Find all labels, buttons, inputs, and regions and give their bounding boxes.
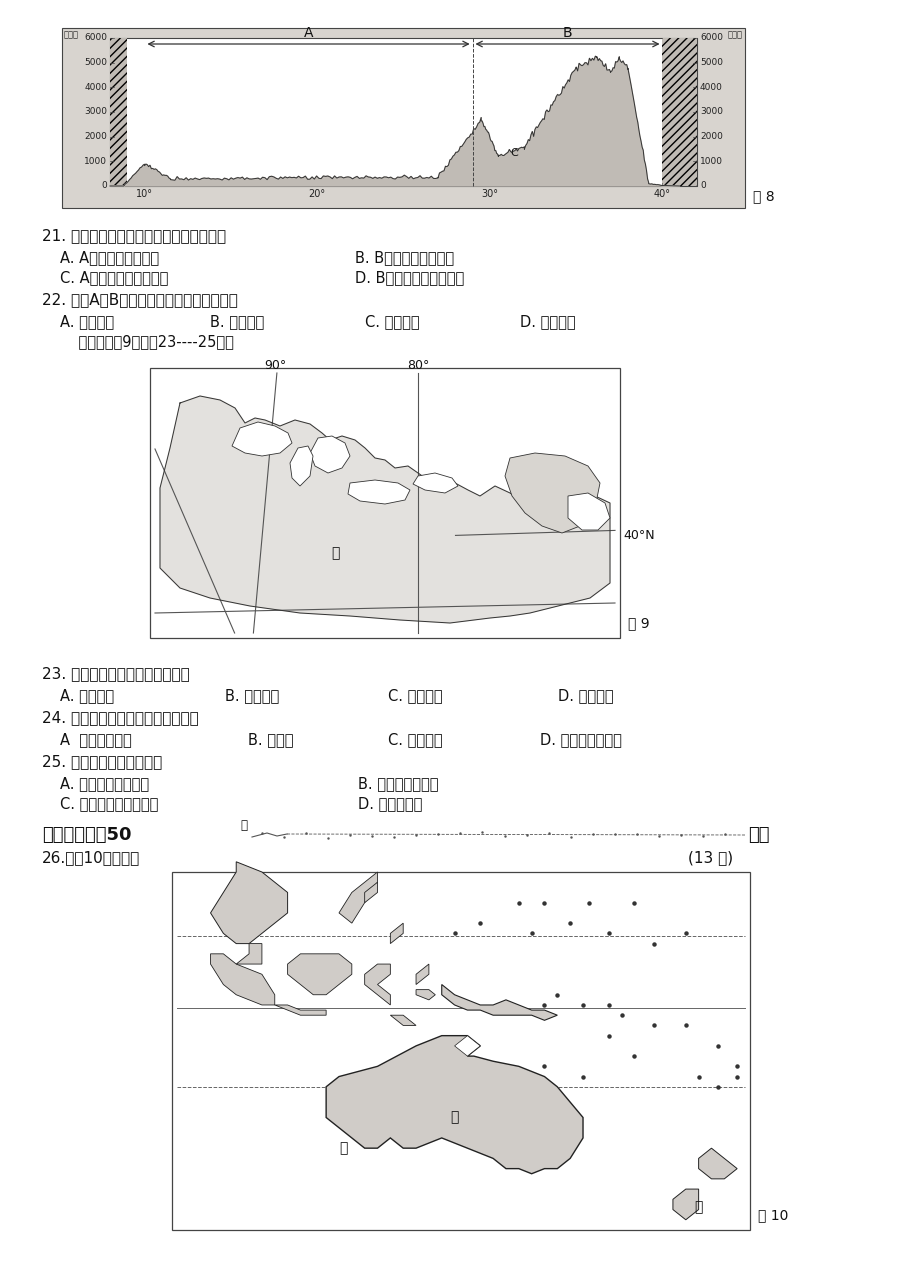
Text: (13 分): (13 分) [687, 850, 732, 865]
Bar [662, 38, 697, 186]
Text: D. 内力作用: D. 内力作用 [558, 688, 613, 703]
Bar [172, 871, 749, 1229]
Text: 3000: 3000 [699, 107, 722, 116]
Text: A  商品谷物农业: A 商品谷物农业 [60, 733, 131, 747]
Bar [110, 38, 127, 186]
Polygon shape [288, 954, 351, 995]
Text: 6000: 6000 [84, 33, 107, 42]
Text: 2000: 2000 [699, 132, 722, 141]
Text: （米）: （米） [727, 31, 743, 39]
Text: 0: 0 [699, 181, 705, 191]
Text: B: B [562, 25, 572, 39]
Text: 26.读图10，回答：: 26.读图10，回答： [42, 850, 140, 865]
Polygon shape [505, 454, 599, 533]
Bar [62, 28, 744, 208]
Text: 21. 有关剖面沿线景观的叙述，正确的是：: 21. 有关剖面沿线景观的叙述，正确的是： [42, 228, 226, 243]
Text: 20°: 20° [308, 189, 325, 199]
Text: B. B处为热带草原景观: B. B处为热带草原景观 [355, 250, 454, 265]
Text: 24. 甲地区的主要的农业地域类型是: 24. 甲地区的主要的农业地域类型是 [42, 710, 199, 725]
Text: 读某区域图9，回答23----25题。: 读某区域图9，回答23----25题。 [60, 334, 233, 349]
Polygon shape [325, 1036, 583, 1173]
Polygon shape [454, 1036, 480, 1056]
Text: A. 温带落叶阔叶林带: A. 温带落叶阔叶林带 [60, 776, 149, 791]
Polygon shape [210, 861, 288, 944]
Polygon shape [289, 446, 312, 485]
Polygon shape [698, 1148, 736, 1178]
Text: 6000: 6000 [699, 33, 722, 42]
Text: 5000: 5000 [699, 59, 722, 68]
Text: 40°N: 40°N [622, 529, 654, 541]
Text: 丙: 丙 [450, 1111, 459, 1125]
Polygon shape [347, 480, 410, 505]
Text: 10°: 10° [136, 189, 153, 199]
Text: 80°: 80° [406, 359, 428, 372]
Text: 1000: 1000 [84, 157, 107, 166]
Text: 图 9: 图 9 [628, 617, 649, 631]
Text: 3000: 3000 [84, 107, 107, 116]
Text: 22. 导致A、B两处景观不同的根本原因是：: 22. 导致A、B两处景观不同的根本原因是： [42, 292, 238, 307]
Text: 甲: 甲 [331, 547, 339, 561]
Text: C: C [509, 149, 517, 158]
Text: 图 8: 图 8 [752, 189, 774, 203]
Polygon shape [310, 436, 349, 473]
Text: 23. 影响该区域湖泊的形成因素是: 23. 影响该区域湖泊的形成因素是 [42, 666, 189, 682]
Polygon shape [236, 944, 262, 964]
Bar [150, 368, 619, 638]
Text: 30°: 30° [481, 189, 498, 199]
Polygon shape [275, 1005, 325, 1015]
Polygon shape [390, 924, 403, 944]
Polygon shape [364, 964, 390, 1005]
Text: 1000: 1000 [699, 157, 722, 166]
Polygon shape [415, 990, 435, 1000]
Text: 25. 甲地区主要的自然带是: 25. 甲地区主要的自然带是 [42, 754, 162, 769]
Text: C. 冰川作用: C. 冰川作用 [388, 688, 442, 703]
Text: D. 温带荒漠带: D. 温带荒漠带 [357, 796, 422, 812]
Bar [110, 38, 697, 186]
Polygon shape [415, 964, 428, 985]
Text: D. B处自然带谱比较单一: D. B处自然带谱比较单一 [355, 270, 464, 285]
Text: B. 乳畜业: B. 乳畜业 [248, 733, 293, 747]
Polygon shape [364, 882, 377, 903]
Polygon shape [210, 954, 275, 1005]
Text: 4000: 4000 [84, 83, 107, 92]
Polygon shape [390, 1015, 415, 1026]
Text: A. 地形地势: A. 地形地势 [60, 313, 114, 329]
Text: 甲: 甲 [240, 819, 246, 832]
Text: D. 热带种植园农业: D. 热带种植园农业 [539, 733, 621, 747]
Text: C. 亚热带常绿阔叶林带: C. 亚热带常绿阔叶林带 [60, 796, 158, 812]
Polygon shape [338, 871, 377, 924]
Text: 5000: 5000 [84, 59, 107, 68]
Text: B. 海陆位置: B. 海陆位置 [210, 313, 264, 329]
Polygon shape [567, 493, 609, 530]
Text: （米）: （米） [64, 31, 79, 39]
Polygon shape [672, 1189, 698, 1219]
Text: 90°: 90° [264, 359, 286, 372]
Text: B. 风力作用: B. 风力作用 [225, 688, 279, 703]
Text: 0: 0 [101, 181, 107, 191]
Polygon shape [160, 396, 609, 623]
Text: 2000: 2000 [84, 132, 107, 141]
Text: C. 混合农业: C. 混合农业 [388, 733, 442, 747]
Text: A. A处为热带草原景观: A. A处为热带草原景观 [60, 250, 159, 265]
Polygon shape [413, 473, 458, 493]
Text: 乙: 乙 [339, 1142, 347, 1156]
Text: B. 亚寒带针叶林带: B. 亚寒带针叶林带 [357, 776, 438, 791]
Text: 40°: 40° [653, 189, 670, 199]
Polygon shape [232, 422, 291, 456]
Text: A: A [303, 25, 313, 39]
Text: 4000: 4000 [699, 83, 722, 92]
Text: D. 经度差异: D. 经度差异 [519, 313, 575, 329]
Text: 二、综合题（50: 二、综合题（50 [42, 826, 131, 843]
Polygon shape [441, 985, 557, 1020]
Text: A. 流水作用: A. 流水作用 [60, 688, 114, 703]
Polygon shape [110, 56, 679, 186]
Text: 丁: 丁 [694, 1200, 702, 1214]
Text: C. 大气环流: C. 大气环流 [365, 313, 419, 329]
Text: 图 10: 图 10 [757, 1208, 788, 1222]
Text: 分）: 分） [747, 826, 768, 843]
Text: C. A处自然带谱比较复杂: C. A处自然带谱比较复杂 [60, 270, 168, 285]
